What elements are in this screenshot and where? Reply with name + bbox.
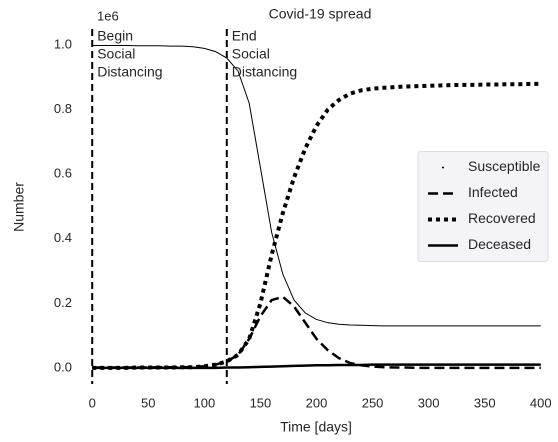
x-tick-label: 200	[306, 395, 328, 410]
series-line	[92, 44, 541, 327]
y-tick-label: 0.8	[54, 101, 72, 116]
legend-label: Deceased	[468, 236, 531, 252]
annotation: Social	[232, 46, 270, 62]
legend-box	[417, 151, 549, 262]
x-tick-label: 50	[141, 395, 155, 410]
x-tick-label: 300	[418, 395, 440, 410]
annotation: Distancing	[232, 64, 297, 80]
x-tick-label: 150	[250, 395, 272, 410]
annotation: End	[232, 28, 257, 44]
y-tick-label: 0.4	[54, 230, 72, 245]
y-tick-label: 1.0	[54, 37, 72, 52]
x-axis-label: Time [days]	[280, 419, 352, 435]
legend-label: Recovered	[468, 210, 536, 226]
annotation: Social	[97, 46, 135, 62]
legend: Susceptible Infected Recovered Deceased	[417, 151, 549, 262]
offset-text: 1e6	[97, 8, 119, 23]
x-tick-label: 100	[194, 395, 216, 410]
series-line	[92, 295, 541, 370]
series-line	[92, 363, 541, 370]
legend-label: Susceptible	[468, 158, 541, 174]
legend-label: Infected	[468, 184, 518, 200]
annotation: Distancing	[97, 64, 162, 80]
annotation: Begin	[97, 28, 133, 44]
x-tick-label: 250	[362, 395, 384, 410]
y-axis-label: Number	[11, 182, 27, 232]
legend-swatch	[442, 166, 444, 169]
chart-title: Covid-19 spread	[269, 6, 372, 22]
x-tick-label: 350	[474, 395, 496, 410]
x-tick-label: 400	[530, 395, 552, 410]
y-tick-label: 0.0	[54, 359, 72, 374]
y-tick-label: 0.6	[54, 166, 72, 181]
x-tick-label: 0	[89, 395, 96, 410]
y-tick-label: 0.2	[54, 295, 72, 310]
